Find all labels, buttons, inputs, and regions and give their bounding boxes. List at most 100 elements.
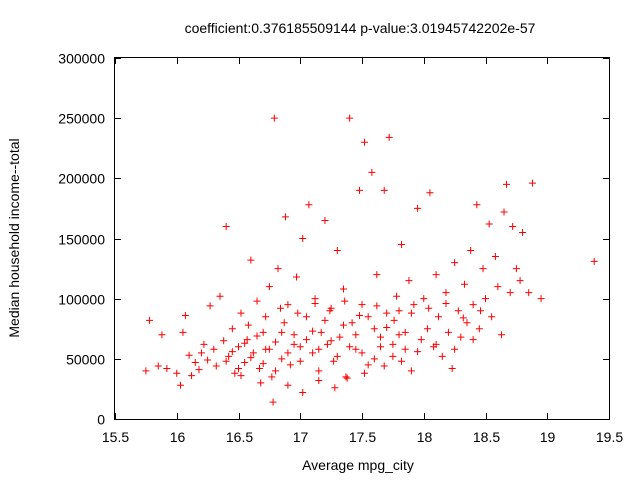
data-point [398,357,406,365]
data-point [432,340,440,348]
data-point [377,333,385,341]
data-point [309,349,317,357]
data-point [259,360,267,368]
data-point [414,204,422,212]
data-point [231,369,239,377]
data-point [257,379,265,387]
data-point [525,289,533,297]
data-point [506,289,514,297]
data-point [309,327,317,335]
data-point [401,328,409,336]
data-point [265,345,273,353]
data-point [467,247,475,255]
chart-title: coefficient:0.376185509144 p-value:3.019… [185,20,536,36]
data-point [348,319,356,327]
data-point [426,189,434,197]
data-point [272,338,280,346]
data-point [358,301,366,309]
data-point [475,325,483,333]
data-point [284,301,292,309]
data-point [210,345,218,353]
data-point [417,336,425,344]
data-point [389,340,397,348]
data-point [432,271,440,279]
data-point [463,319,471,327]
data-point [373,302,381,310]
data-point [407,367,415,375]
data-point [383,324,391,332]
data-point [380,362,388,370]
data-point [305,201,313,209]
data-point [459,314,467,322]
data-point [294,309,302,317]
data-point [352,345,360,353]
data-point [235,343,242,351]
data-point [339,285,347,293]
data-point [276,304,284,312]
data-point [255,364,263,372]
data-point [253,332,261,340]
data-point [327,337,335,345]
data-point [509,222,517,230]
x-tick-label: 18 [417,429,433,445]
data-point [293,273,301,281]
data-point [206,302,214,310]
data-point [284,381,292,389]
data-point [423,325,431,333]
data-point [278,328,286,336]
data-point [477,307,485,315]
data-point [346,343,354,351]
data-point [176,381,184,389]
data-point [438,352,446,360]
data-point [321,216,329,224]
data-point [247,354,255,362]
data-point [154,362,162,370]
data-point [457,333,465,341]
data-point [317,328,325,336]
data-point [395,331,403,339]
data-point [336,333,344,341]
x-tick-label: 18.5 [473,429,500,445]
data-point [364,361,372,369]
data-point [461,280,469,288]
data-point [299,389,307,397]
data-point [278,355,286,363]
data-point [370,325,378,333]
data-point [444,328,452,336]
data-point [341,297,349,305]
data-point [516,277,524,285]
data-point [249,349,257,357]
data-point [173,369,181,377]
data-point [451,259,459,267]
data-point [286,361,294,369]
data-point [473,201,481,209]
data-point [237,309,245,317]
data-point [195,366,203,374]
data-point [356,312,364,320]
data-point [469,336,477,344]
x-tick-label: 16 [170,429,186,445]
data-point [269,398,277,406]
y-tick-label: 0 [97,412,105,428]
data-point [311,299,319,307]
data-point [197,349,205,357]
data-point [498,331,506,339]
data-point [420,295,428,303]
data-point [360,369,368,377]
data-point [188,372,196,380]
data-point [326,307,334,315]
x-tick-label: 19.5 [596,429,623,445]
data-point [370,355,378,363]
data-point [356,186,364,194]
data-point [179,328,187,336]
data-point [380,186,388,194]
x-tick-label: 17 [293,429,309,445]
data-point [228,325,236,333]
data-point [296,343,304,351]
data-point [235,364,242,372]
x-tick-label: 16.5 [226,429,253,445]
data-point [163,364,171,372]
data-point [333,247,341,255]
data-point [343,374,351,382]
data-point [346,114,354,122]
